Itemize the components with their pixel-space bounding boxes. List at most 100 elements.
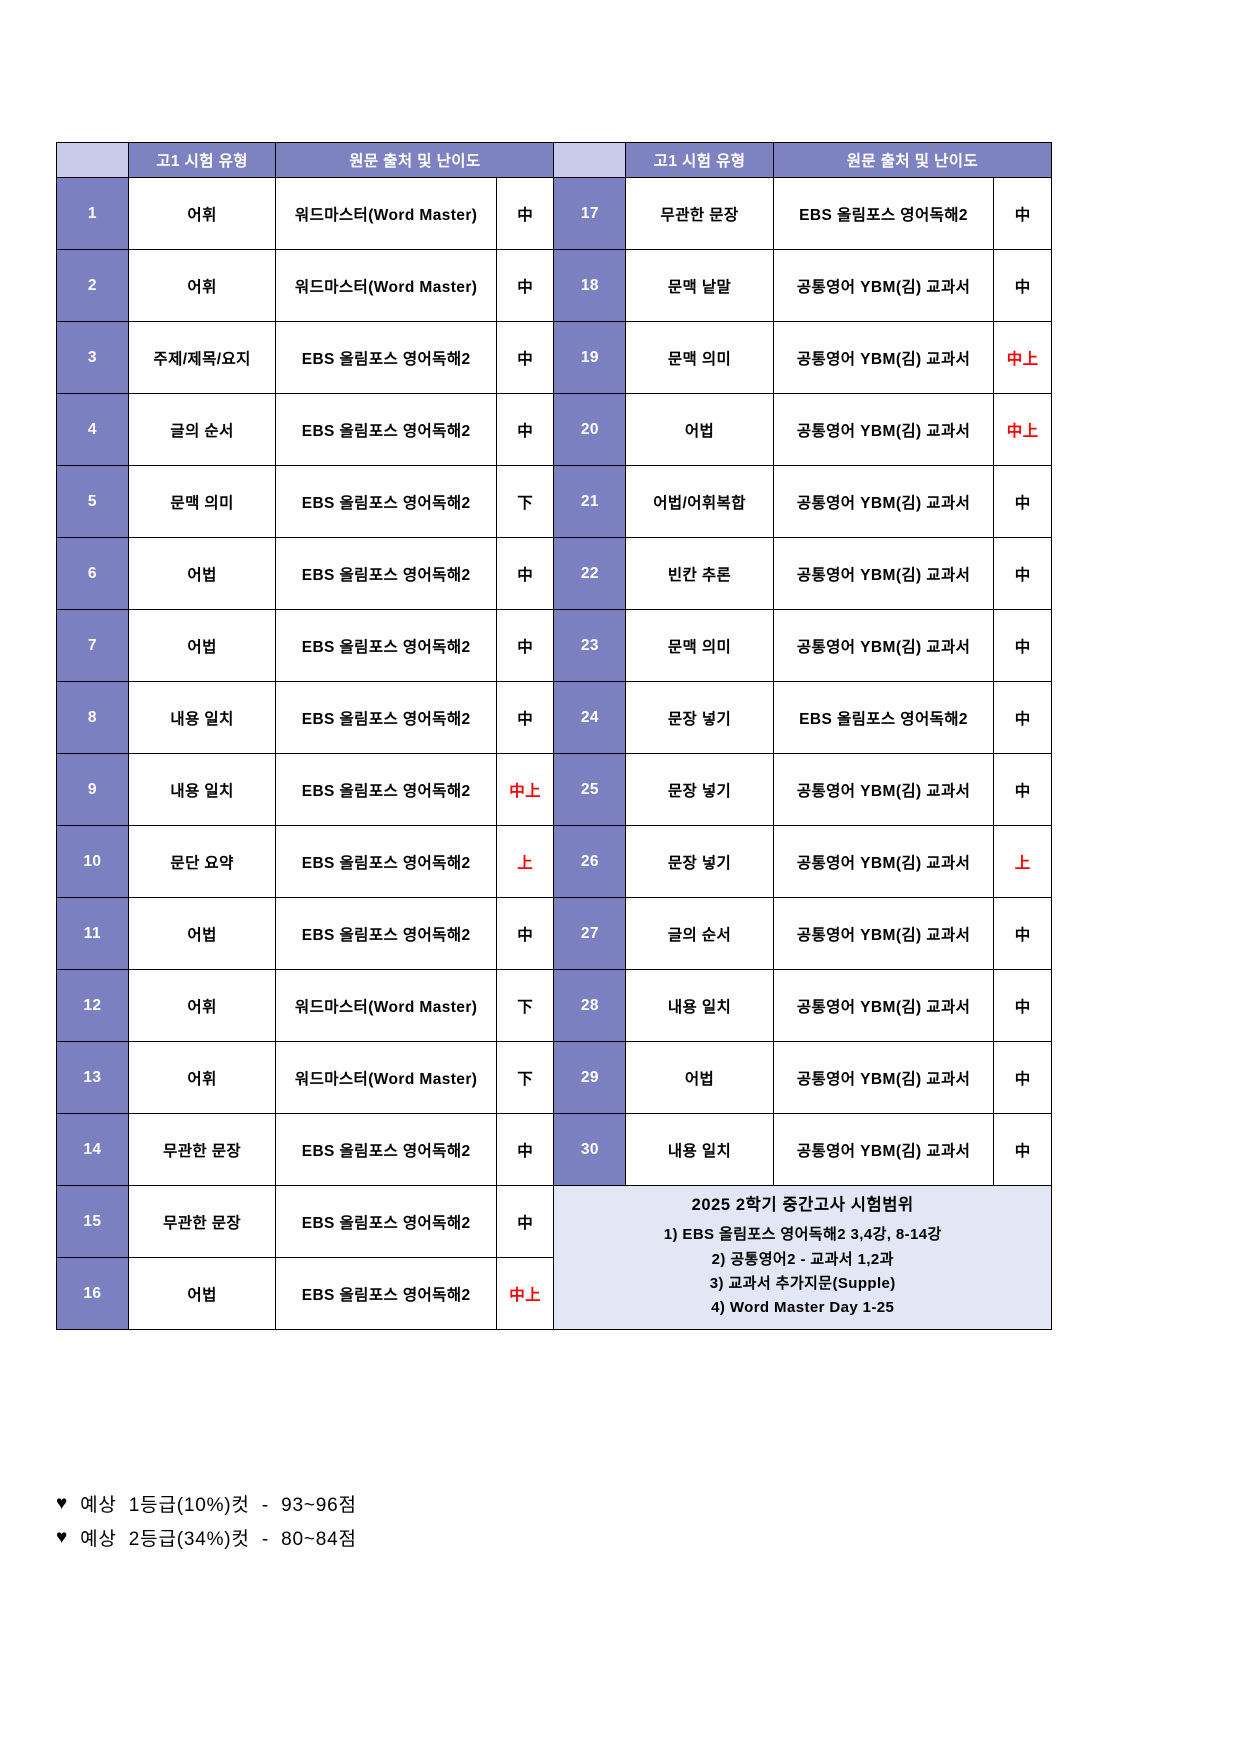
- row-difficulty-right: 中上: [993, 321, 1052, 394]
- exam-scope-line-4: 4) Word Master Day 1-25: [711, 1299, 895, 1317]
- header-type-left: 고1 시험 유형: [127, 142, 277, 178]
- row-source-right: EBS 올림포스 영어독해2: [772, 177, 995, 250]
- row-number-right: 22: [553, 537, 627, 610]
- row-type-right: 어법: [625, 1041, 774, 1114]
- row-difficulty-right: 中: [993, 537, 1052, 610]
- exam-scope-line-3: 3) 교과서 추가지문(Supple): [709, 1274, 896, 1292]
- row-type-left: 내용 일치: [127, 681, 277, 754]
- row-source-right: 공통영어 YBM(김) 교과서: [772, 753, 995, 826]
- header-source-left: 원문 출처 및 난이도: [275, 142, 555, 178]
- table-row: 7 어법 EBS 올림포스 영어독해2 中 23 문맥 의미 공통영어 YBM(김) 교과서…: [56, 609, 1052, 682]
- header-source-right: 원문 출처 및 난이도: [772, 142, 1053, 178]
- row-source-left: EBS 올림포스 영어독해2: [275, 825, 497, 898]
- row-type-left: 무관한 문장: [127, 1113, 277, 1186]
- row-number-left: 9: [56, 753, 129, 826]
- row-difficulty-right: 中: [993, 897, 1052, 970]
- row-type-left: 어휘: [127, 249, 277, 322]
- note-text-1: 예상 1등급(10%)컷 - 93~96점: [80, 1495, 357, 1516]
- row-difficulty-left: 中上: [495, 1257, 555, 1330]
- row-source-right: 공통영어 YBM(김) 교과서: [772, 537, 995, 610]
- row-source-right: 공통영어 YBM(김) 교과서: [772, 897, 995, 970]
- row-source-left: EBS 올림포스 영어독해2: [275, 393, 497, 466]
- row-type-left: 내용 일치: [127, 753, 277, 826]
- table-row: 1 어휘 워드마스터(Word Master) 中 17 무관한 문장 EBS 올림포스 영…: [56, 177, 1052, 250]
- row-difficulty-right: 中上: [993, 393, 1052, 466]
- row-type-left: 주제/제목/요지: [127, 321, 277, 394]
- table-row: 8 내용 일치 EBS 올림포스 영어독해2 中 24 문장 넣기 EBS 올림포스 영어독…: [56, 681, 1052, 754]
- row-number-left: 3: [56, 321, 129, 394]
- table-row: 5 문맥 의미 EBS 올림포스 영어독해2 下 21 어법/어휘복합 공통영어 YBM(김…: [56, 465, 1052, 538]
- table-row: 12 어휘 워드마스터(Word Master) 下 28 내용 일치 공통영어 YBM(김…: [56, 969, 1052, 1042]
- table-row: 4 글의 순서 EBS 올림포스 영어독해2 中 20 어법 공통영어 YBM(김) 교과서…: [56, 393, 1052, 466]
- row-number-left: 14: [56, 1113, 129, 1186]
- row-source-left: EBS 올림포스 영어독해2: [275, 681, 497, 754]
- row-number-left: 1: [56, 177, 129, 250]
- row-type-left: 어법: [127, 537, 277, 610]
- table-row: 14 무관한 문장 EBS 올림포스 영어독해2 中 30 내용 일치 공통영어 YBM(김…: [56, 1113, 1052, 1186]
- row-type-left: 문맥 의미: [127, 465, 277, 538]
- row-difficulty-right: 中: [993, 753, 1052, 826]
- row-type-right: 어법/어휘복합: [625, 465, 774, 538]
- row-difficulty-left: 中: [495, 177, 555, 250]
- row-source-right: 공통영어 YBM(김) 교과서: [772, 609, 995, 682]
- table-row: 9 내용 일치 EBS 올림포스 영어독해2 中上 25 문장 넣기 공통영어 YBM(김)…: [56, 753, 1052, 826]
- row-number-left: 4: [56, 393, 129, 466]
- row-type-right: 무관한 문장: [625, 177, 774, 250]
- row-difficulty-right: 中: [993, 249, 1052, 322]
- row-number-right: 27: [553, 897, 627, 970]
- note-row-2: ♥ 예상 2등급(34%)컷 - 80~84점: [56, 1524, 756, 1551]
- row-difficulty-left: 下: [495, 465, 555, 538]
- row-source-right: 공통영어 YBM(김) 교과서: [772, 321, 995, 394]
- row-type-left: 무관한 문장: [127, 1185, 277, 1258]
- row-source-left: 워드마스터(Word Master): [275, 1041, 497, 1114]
- row-difficulty-right: 中: [993, 1113, 1052, 1186]
- table-row: 6 어법 EBS 올림포스 영어독해2 中 22 빈칸 추론 공통영어 YBM(김) 교과서…: [56, 537, 1052, 610]
- row-number-right: 26: [553, 825, 627, 898]
- row-number-left: 8: [56, 681, 129, 754]
- row-difficulty-left: 中: [495, 609, 555, 682]
- row-number-left: 7: [56, 609, 129, 682]
- exam-analysis-table: 고1 시험 유형 원문 출처 및 난이도 고1 시험 유형 원문 출처 및 난이…: [56, 142, 1053, 1330]
- table-header: 고1 시험 유형 원문 출처 및 난이도 고1 시험 유형 원문 출처 및 난이…: [56, 142, 1053, 178]
- row-source-left: 워드마스터(Word Master): [275, 177, 497, 250]
- row-type-left: 문단 요약: [127, 825, 277, 898]
- header-number-right: [553, 142, 627, 178]
- row-type-left: 어법: [127, 609, 277, 682]
- row-type-right: 문맥 의미: [625, 609, 774, 682]
- row-difficulty-left: 中上: [495, 753, 555, 826]
- row-difficulty-left: 中: [495, 537, 555, 610]
- table-row: 13 어휘 워드마스터(Word Master) 下 29 어법 공통영어 YBM(김) 교…: [56, 1041, 1052, 1114]
- row-type-right: 문장 넣기: [625, 753, 774, 826]
- row-number-left: 15: [56, 1185, 129, 1258]
- row-number-right: 25: [553, 753, 627, 826]
- row-number-right: 29: [553, 1041, 627, 1114]
- row-type-left: 어휘: [127, 969, 277, 1042]
- row-type-right: 문장 넣기: [625, 825, 774, 898]
- row-difficulty-right: 中: [993, 1041, 1052, 1114]
- exam-scope-box: 2025 2학기 중간고사 시험범위 1) EBS 올림포스 영어독해2 3,4강…: [553, 1185, 1052, 1330]
- row-number-right: 28: [553, 969, 627, 1042]
- header-row: 고1 시험 유형 원문 출처 및 난이도 고1 시험 유형 원문 출처 및 난이…: [56, 142, 1053, 178]
- exam-scope-title: 2025 2학기 중간고사 시험범위: [691, 1196, 914, 1215]
- header-type-right: 고1 시험 유형: [625, 142, 774, 178]
- row-number-left: 16: [56, 1257, 129, 1330]
- row-number-right: 23: [553, 609, 627, 682]
- heart-icon: ♥: [56, 1527, 69, 1548]
- row-source-right: 공통영어 YBM(김) 교과서: [772, 1041, 995, 1114]
- table-row: 11 어법 EBS 올림포스 영어독해2 中 27 글의 순서 공통영어 YBM(김) 교과…: [56, 897, 1052, 970]
- row-type-left: 어법: [127, 897, 277, 970]
- row-source-right: 공통영어 YBM(김) 교과서: [772, 1113, 995, 1186]
- row-difficulty-left: 中: [495, 249, 555, 322]
- row-source-right: 공통영어 YBM(김) 교과서: [772, 825, 995, 898]
- row-type-right: 빈칸 추론: [625, 537, 774, 610]
- row-number-left: 2: [56, 249, 129, 322]
- row-number-left: 12: [56, 969, 129, 1042]
- row-source-left: EBS 올림포스 영어독해2: [275, 321, 497, 394]
- row-difficulty-right: 中: [993, 465, 1052, 538]
- row-number-left: 13: [56, 1041, 129, 1114]
- row-number-left: 6: [56, 537, 129, 610]
- row-type-right: 문장 넣기: [625, 681, 774, 754]
- row-source-right: 공통영어 YBM(김) 교과서: [772, 969, 995, 1042]
- table-row: 16 어법 EBS 올림포스 영어독해2 中上: [56, 1257, 1052, 1330]
- row-difficulty-left: 下: [495, 1041, 555, 1114]
